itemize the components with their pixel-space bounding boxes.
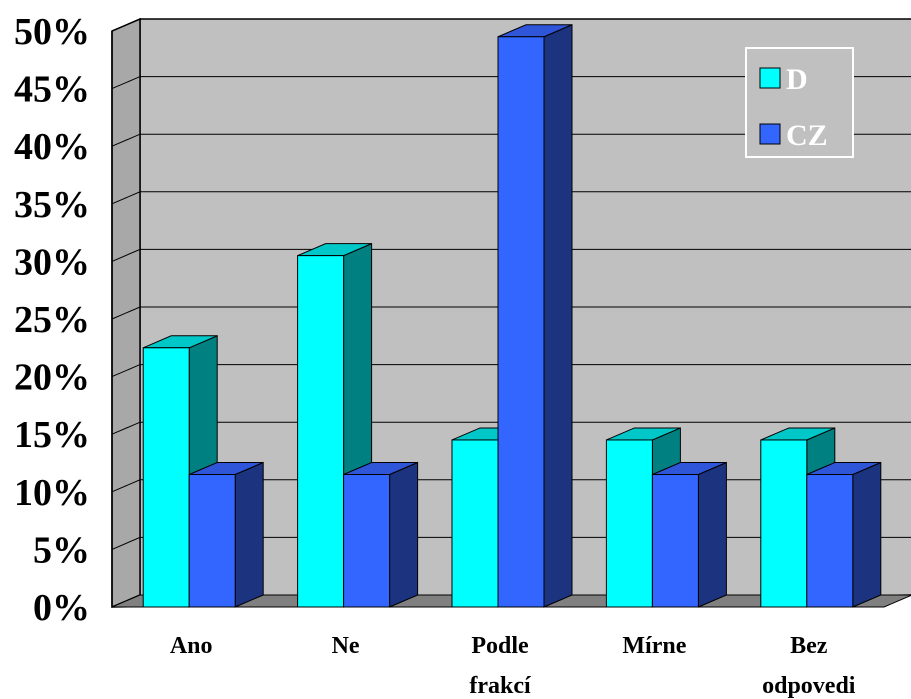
bar-front — [343, 474, 391, 608]
bars — [142, 24, 882, 608]
y-tick-label: 25% — [14, 299, 90, 341]
bar-cz-4 — [651, 461, 727, 608]
bar-cz-3 — [497, 24, 573, 608]
bar-front — [188, 474, 236, 608]
y-tick-label: 10% — [14, 472, 90, 514]
gridline — [111, 76, 911, 90]
y-axis-ticks: 0% 5% 10% 15% 20% 25% 30% 35% 40% 45% 50% — [14, 11, 90, 629]
y-tick-label: 40% — [14, 126, 90, 168]
bar-front — [297, 255, 345, 608]
gridline — [111, 364, 911, 378]
bar-front — [142, 347, 190, 608]
bar-side — [852, 461, 882, 608]
legend-swatch-d — [759, 67, 781, 89]
bar-side — [234, 461, 264, 608]
gridline — [111, 306, 911, 320]
y-tick-label: 15% — [14, 414, 90, 456]
bar-side — [543, 24, 573, 608]
y-tick-label: 50% — [14, 11, 90, 53]
bar-side — [389, 461, 419, 608]
x-axis-categories: Ano Ne Podle frakcí Mírne Bez odpovedi — [170, 633, 856, 699]
x-category-label: Ano — [170, 633, 213, 659]
gridlines — [111, 18, 911, 607]
legend: D CZ — [745, 47, 854, 158]
gridline — [111, 421, 911, 435]
gridline — [111, 18, 911, 32]
bar-side — [697, 461, 727, 608]
bar-front — [605, 439, 653, 608]
legend-label-d: D — [786, 63, 808, 96]
legend-label-cz: CZ — [786, 119, 828, 152]
gridline — [111, 191, 911, 205]
y-tick-label: 20% — [14, 357, 90, 399]
x-category-label: Mírne — [622, 633, 686, 659]
bar-front — [497, 36, 545, 608]
y-tick-label: 45% — [14, 69, 90, 111]
bar-front — [806, 474, 854, 608]
x-category-label: Bez odpovedi — [762, 633, 856, 699]
gridline — [111, 133, 911, 147]
bar-front — [760, 439, 808, 608]
bar-cz-5 — [806, 461, 882, 608]
bar-cz-1 — [188, 461, 264, 608]
legend-swatch-cz — [759, 123, 781, 145]
x-category-label: Podle frakcí — [469, 633, 531, 699]
gridline — [111, 248, 911, 262]
y-tick-label: 35% — [14, 184, 90, 226]
x-category-label: Ne — [332, 633, 360, 659]
bar-front — [651, 474, 699, 608]
y-tick-label: 0% — [33, 587, 90, 629]
bar-cz-2 — [343, 461, 419, 608]
y-tick-label: 5% — [33, 529, 90, 571]
y-tick-label: 30% — [14, 241, 90, 283]
bar-front — [451, 439, 499, 608]
